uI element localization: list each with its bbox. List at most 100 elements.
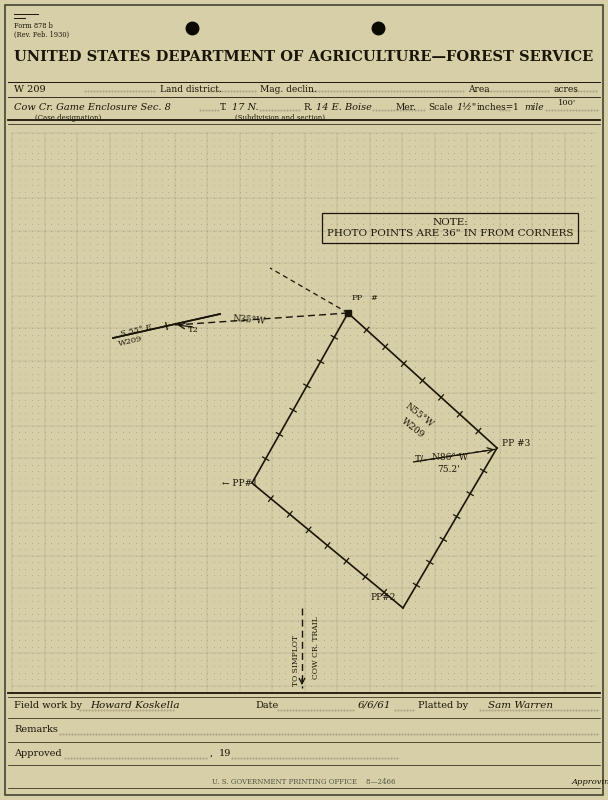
- Point: [436, 517, 446, 530]
- Text: 14 E. Boise: 14 E. Boise: [316, 103, 372, 113]
- Point: [53, 536, 63, 549]
- Point: [27, 315, 36, 328]
- Point: [53, 218, 63, 230]
- Point: [534, 536, 544, 549]
- Point: [455, 490, 465, 503]
- Point: [59, 347, 69, 360]
- Point: [247, 530, 257, 542]
- Point: [313, 400, 322, 413]
- Point: [46, 478, 56, 490]
- Point: [222, 295, 232, 308]
- Point: [46, 191, 56, 204]
- Point: [13, 484, 23, 497]
- Point: [586, 361, 595, 374]
- Point: [332, 659, 342, 672]
- Point: [553, 523, 563, 536]
- Point: [40, 386, 49, 399]
- Point: [157, 659, 167, 672]
- Point: [105, 354, 114, 367]
- Point: [416, 133, 426, 146]
- Point: [390, 126, 400, 139]
- Point: [566, 614, 576, 627]
- Point: [455, 614, 465, 627]
- Point: [254, 608, 264, 621]
- Point: [495, 347, 505, 360]
- Point: [482, 211, 491, 224]
- Point: [488, 250, 498, 263]
- Point: [482, 393, 491, 406]
- Point: [20, 640, 30, 653]
- Point: [573, 406, 582, 419]
- Point: [553, 393, 563, 406]
- Point: [397, 445, 407, 458]
- Point: [319, 484, 329, 497]
- Point: [514, 627, 524, 640]
- Point: [319, 621, 329, 634]
- Point: [293, 458, 303, 471]
- Point: [475, 673, 485, 686]
- Point: [495, 458, 505, 471]
- Point: [475, 646, 485, 659]
- Point: [78, 250, 88, 263]
- Point: [247, 413, 257, 426]
- Point: [7, 341, 17, 354]
- Point: [553, 309, 563, 322]
- Point: [469, 569, 478, 582]
- Point: [326, 191, 336, 204]
- Point: [59, 575, 69, 588]
- Point: [573, 536, 582, 549]
- Point: [559, 432, 569, 445]
- Point: [59, 542, 69, 555]
- Point: [163, 601, 173, 614]
- Point: [105, 653, 114, 666]
- Point: [150, 510, 160, 523]
- Point: [559, 146, 569, 159]
- Point: [397, 438, 407, 451]
- Point: [33, 341, 43, 354]
- Point: [534, 139, 544, 152]
- Point: [390, 510, 400, 523]
- Point: [579, 166, 589, 178]
- Point: [430, 237, 440, 250]
- Point: [280, 601, 290, 614]
- Point: [351, 679, 361, 692]
- Point: [547, 686, 556, 698]
- Point: [495, 542, 505, 555]
- Point: [423, 406, 433, 419]
- Point: [72, 309, 82, 322]
- Point: [261, 542, 271, 555]
- Point: [488, 569, 498, 582]
- Point: [66, 347, 75, 360]
- Point: [540, 224, 550, 237]
- Point: [534, 263, 544, 276]
- Point: [137, 361, 147, 374]
- Point: [182, 309, 192, 322]
- Point: [358, 673, 368, 686]
- Point: [111, 536, 121, 549]
- Point: [351, 393, 361, 406]
- Point: [508, 490, 517, 503]
- Point: [462, 334, 472, 347]
- Point: [416, 341, 426, 354]
- Point: [566, 282, 576, 295]
- Point: [430, 354, 440, 367]
- Point: [267, 588, 277, 601]
- Point: [163, 517, 173, 530]
- Point: [547, 562, 556, 575]
- Point: [520, 666, 530, 679]
- Point: [462, 510, 472, 523]
- Point: [105, 178, 114, 191]
- Point: [404, 445, 413, 458]
- Point: [254, 263, 264, 276]
- Point: [508, 542, 517, 555]
- Point: [59, 282, 69, 295]
- Point: [514, 517, 524, 530]
- Point: [339, 205, 348, 218]
- Point: [228, 484, 238, 497]
- Point: [306, 243, 316, 256]
- Point: [378, 523, 387, 536]
- Point: [371, 484, 381, 497]
- Point: [20, 198, 30, 211]
- Point: [20, 530, 30, 542]
- Point: [85, 640, 95, 653]
